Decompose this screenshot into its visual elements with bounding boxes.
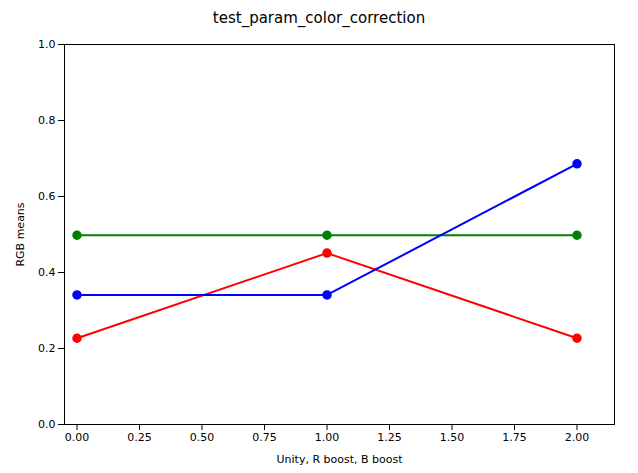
svg-text:2.00: 2.00 xyxy=(565,431,590,444)
svg-text:0.50: 0.50 xyxy=(190,431,215,444)
html-text:test_param_color_correction: test_param_color_correction xyxy=(212,9,426,27)
svg-text:1.75: 1.75 xyxy=(502,431,527,444)
svg-text:0.6: 0.6 xyxy=(38,190,56,203)
svg-text:0.8: 0.8 xyxy=(38,114,56,127)
svg-text:1.0: 1.0 xyxy=(38,38,56,51)
svg-text:0.75: 0.75 xyxy=(252,431,277,444)
svg-text:1.00: 1.00 xyxy=(315,431,340,444)
svg-text:0.2: 0.2 xyxy=(38,342,56,355)
svg-text:Unity, R boost, B boost: Unity, R boost, B boost xyxy=(276,453,403,466)
svg-text:0.0: 0.0 xyxy=(38,418,56,431)
svg-text:1.25: 1.25 xyxy=(377,431,402,444)
svg-text:1.50: 1.50 xyxy=(440,431,465,444)
svg-text:0.25: 0.25 xyxy=(127,431,152,444)
svg-text:0.00: 0.00 xyxy=(65,431,90,444)
svg-text:RGB means: RGB means xyxy=(14,202,27,266)
svg-text:0.4: 0.4 xyxy=(38,266,56,279)
